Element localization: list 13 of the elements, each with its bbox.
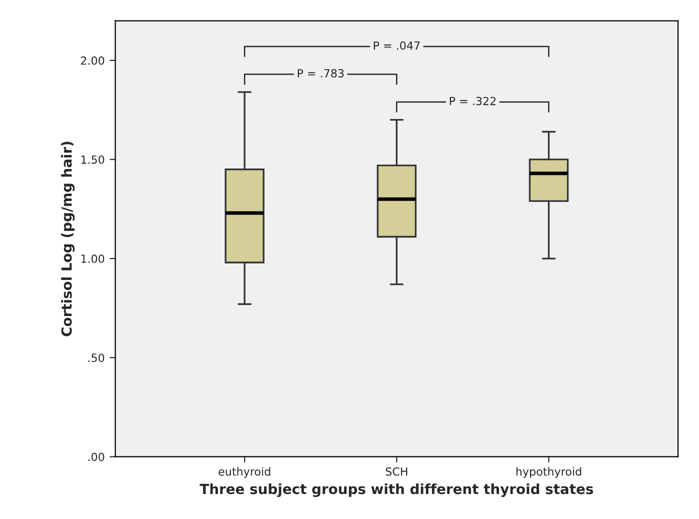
- x-tick-label: euthyroid: [218, 467, 270, 478]
- x-tick-label: SCH: [386, 467, 408, 476]
- y-tick-label: 2.00: [80, 56, 104, 65]
- y-tick-label: 1.00: [81, 254, 104, 263]
- x-axis-title: Three subject groups with different thyroid states: [200, 483, 594, 497]
- y-tick-label: .50: [88, 354, 104, 362]
- y-axis-title: Cortisol Log (pg/mg hair): [61, 142, 75, 336]
- annotation: P = .783: [298, 69, 344, 78]
- annotation: P = .322: [450, 96, 496, 106]
- y-tick-label: .00: [88, 452, 104, 462]
- annotation: P = .047: [374, 41, 420, 50]
- y-tick-label: 1.50: [81, 155, 104, 164]
- x-tick-label: hypothyroid: [516, 467, 582, 478]
